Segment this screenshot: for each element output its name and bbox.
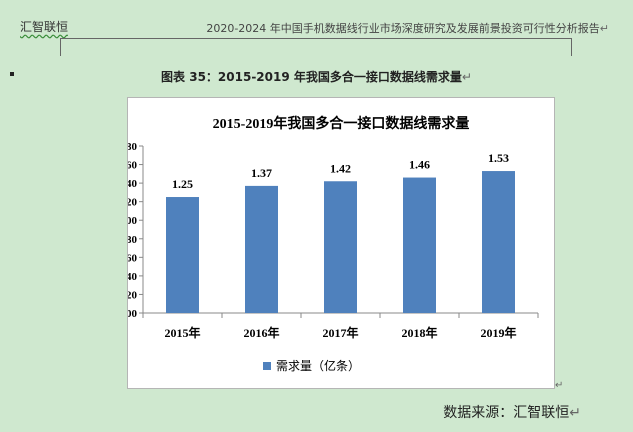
- y-tick-label: 0.60: [128, 252, 138, 264]
- bar-chart: 2015-2019年我国多合一接口数据线需求量 0.00 0.20 0.40 0.60…: [128, 115, 539, 373]
- list-bullet: [10, 72, 14, 76]
- x-tick-label: 2018年: [401, 325, 437, 340]
- data-label: 1.46: [409, 158, 430, 172]
- header-rule: [60, 38, 572, 39]
- bar-2017年: [324, 181, 357, 313]
- header-rule-right: [571, 38, 572, 56]
- x-tick-label: 2016年: [243, 325, 279, 340]
- x-tick-label: 2017年: [322, 325, 358, 340]
- y-tick-label: 1.20: [128, 197, 138, 209]
- y-tick-label: 0.40: [128, 271, 138, 283]
- y-tick-label: 0.00: [128, 308, 138, 320]
- data-label: 1.53: [488, 151, 509, 165]
- y-tick-label: 1.40: [128, 178, 138, 190]
- bars: 1.25 1.37 1.42 1.46 1.53: [166, 151, 515, 313]
- figure-caption: 图表 35：2015-2019 年我国多合一接口数据线需求量↵: [161, 70, 472, 84]
- y-axis: 0.00 0.20 0.40 0.60 0.80 1.00 1.20 1.40 1.60 1.80: [128, 141, 144, 320]
- data-label: 1.25: [172, 177, 193, 191]
- bar-2016年: [245, 185, 278, 313]
- y-tick-label: 1.60: [128, 160, 138, 172]
- x-tick-label: 2015年: [164, 325, 200, 340]
- header-report-title: 2020-2024 年中国手机数据线行业市场深度研究及发展前景投资可行性分析报告…: [206, 22, 609, 35]
- y-tick-label: 1.80: [128, 141, 138, 153]
- chart-title: 2015-2019年我国多合一接口数据线需求量: [213, 115, 470, 132]
- y-tick-label: 0.80: [128, 234, 138, 246]
- bar-2018年: [403, 177, 436, 313]
- data-label: 1.42: [330, 161, 351, 175]
- header-company: 汇智联恒: [20, 20, 69, 34]
- legend-swatch: [263, 362, 271, 370]
- bar-2019年: [482, 171, 515, 313]
- header-rule-left: [60, 38, 61, 56]
- x-tick-label: 2019年: [480, 325, 516, 340]
- frame-para-mark: ↵: [555, 380, 564, 391]
- bar-2015年: [166, 197, 199, 313]
- data-label: 1.37: [251, 166, 272, 180]
- y-tick-label: 1.00: [128, 215, 138, 227]
- legend-label: 需求量（亿条）: [276, 358, 360, 373]
- chart-frame: 2015-2019年我国多合一接口数据线需求量 0.00 0.20 0.40 0.60…: [127, 97, 555, 389]
- legend: 需求量（亿条）: [263, 358, 360, 373]
- x-axis: 2015年 2016年 2017年 2018年 2019年: [142, 312, 539, 340]
- y-tick-label: 0.20: [128, 289, 138, 301]
- data-source: 数据来源：汇智联恒↵: [443, 405, 581, 421]
